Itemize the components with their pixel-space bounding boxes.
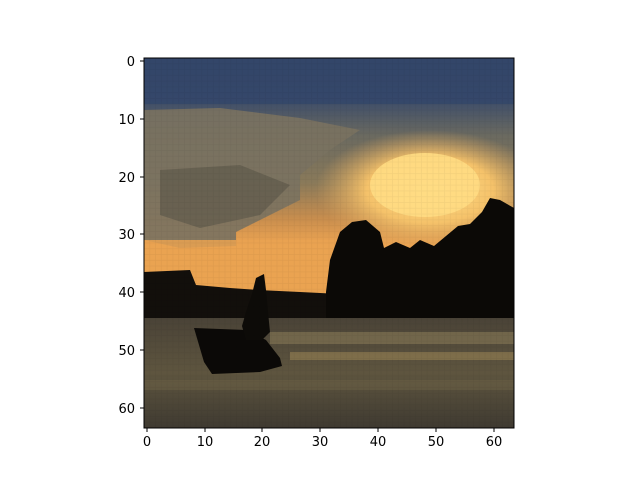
y-axis: 0 10 20 30 40 50 60 — [118, 55, 144, 417]
y-tick-label: 0 — [127, 55, 135, 70]
x-axis: 0 10 20 30 40 50 60 — [143, 428, 502, 450]
y-tick-label: 20 — [118, 171, 135, 186]
axes-frame — [143, 57, 515, 429]
y-tick-label: 50 — [118, 344, 135, 359]
y-tick-label: 30 — [118, 228, 135, 243]
x-tick-label: 50 — [428, 435, 445, 450]
x-tick-label: 40 — [370, 435, 387, 450]
x-tick-label: 10 — [197, 435, 214, 450]
x-tick-label: 0 — [143, 435, 151, 450]
y-tick-label: 60 — [118, 402, 135, 417]
y-tick-label: 10 — [118, 113, 135, 128]
x-tick-label: 60 — [486, 435, 503, 450]
x-tick-label: 30 — [312, 435, 329, 450]
image-plot — [144, 58, 514, 428]
x-tick-label: 20 — [254, 435, 271, 450]
y-tick-label: 40 — [118, 286, 135, 301]
